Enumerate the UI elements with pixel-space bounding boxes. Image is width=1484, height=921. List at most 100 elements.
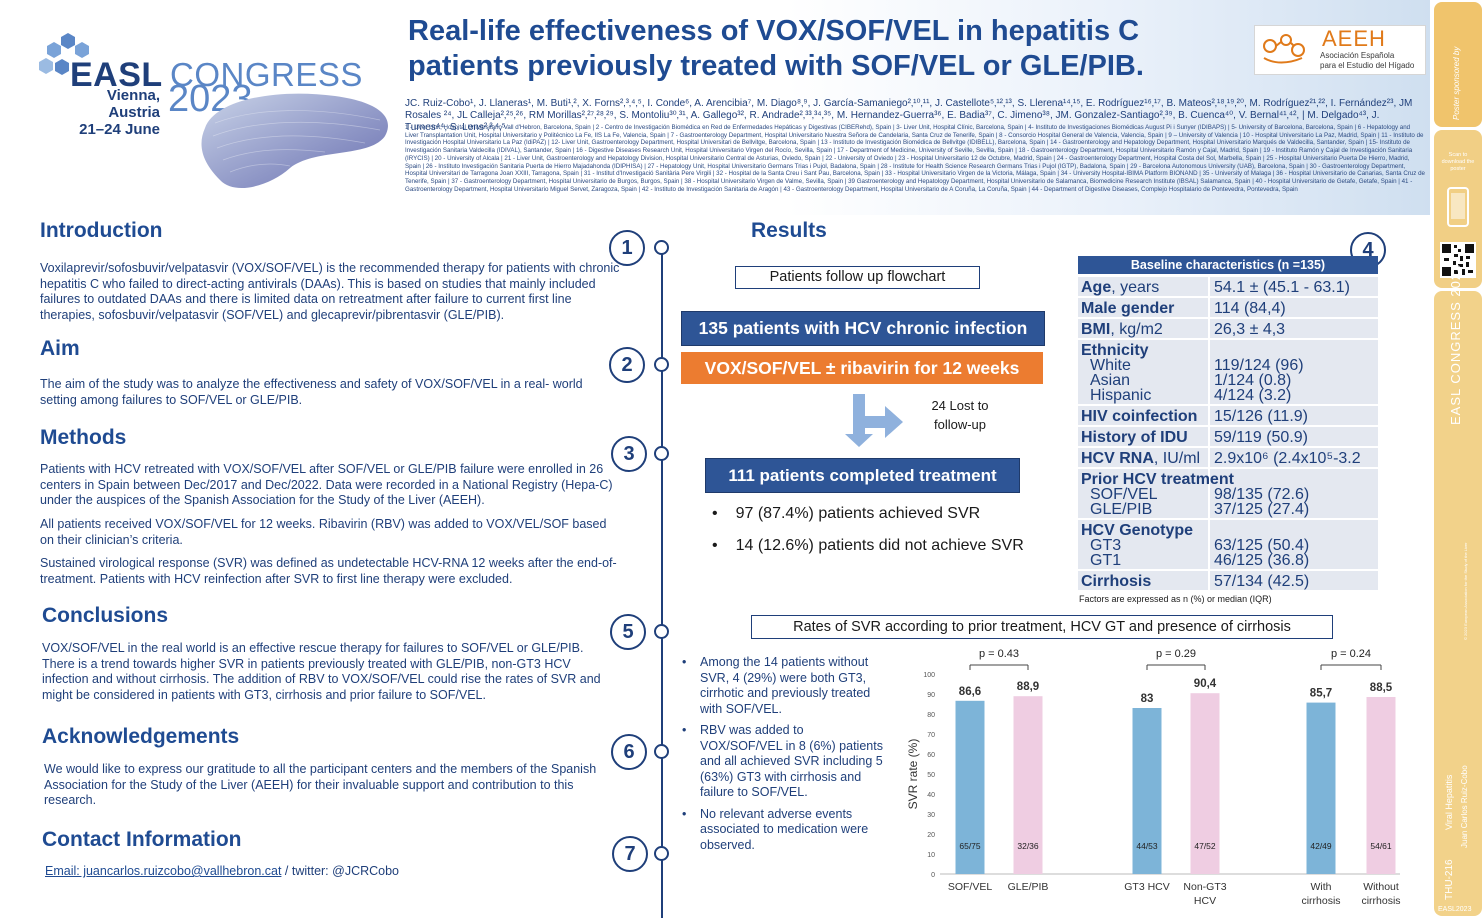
svr-finding-1: Among the 14 patients without SVR, 4 (29… <box>682 655 887 717</box>
congress-city: Vienna, Austria <box>106 87 160 121</box>
title-line-2: patients previously treated with SOF/VEL… <box>408 50 1144 82</box>
step-7-badge: 7 <box>612 836 648 872</box>
acknowledgements-text: We would like to express our gratitude t… <box>44 762 597 808</box>
acknowledgements-title: Acknowledgements <box>42 725 240 748</box>
bar <box>1366 697 1396 874</box>
step-2-badge: 2 <box>609 347 645 383</box>
baseline-row-separator <box>1208 520 1210 569</box>
baseline-row: HCV Genotype GT3 63/125 (50.4) GT1 46/125 (3… <box>1078 520 1378 569</box>
aim-title: Aim <box>40 337 80 360</box>
step-3-badge: 3 <box>611 436 647 472</box>
easl-brand: EASL <box>70 56 163 94</box>
baseline-row-value: 26,3 ± 4,3 <box>1214 321 1286 338</box>
baseline-row-value: 59/119 (50.9) <box>1214 429 1308 446</box>
y-tick-label: 30 <box>927 812 935 819</box>
poster-title: Real-life effectiveness of VOX/SOF/VEL i… <box>408 14 1248 84</box>
aim-text: The aim of the study was to analyze the … <box>40 377 583 407</box>
baseline-subrow-label: GT3 <box>1090 537 1122 554</box>
congress-dates: 21–24 June <box>79 121 160 138</box>
baseline-label-unit: , IU/ml <box>1153 450 1201 467</box>
methods-title: Methods <box>40 426 127 449</box>
chart-title: Rates of SVR according to prior treatmen… <box>751 615 1333 639</box>
baseline-row-label: Prior HCV treatment <box>1081 471 1234 489</box>
x-category-label: cirrhosis <box>1361 895 1400 907</box>
contact-twitter: / twitter: @JCRCobo <box>281 864 399 878</box>
flowchart-down-right-arrow <box>845 394 903 447</box>
baseline-row-label: Age, years <box>1081 279 1159 297</box>
copyright-text: © 2023 European Association for the Stud… <box>1463 542 1468 640</box>
baseline-row: Cirrhosis 57/134 (42.5) <box>1078 571 1378 590</box>
x-category-label: Non-GT3 <box>1183 881 1226 893</box>
congress-word: CONGRESS <box>170 56 363 93</box>
baseline-row-value: 57/134 (42.5) <box>1214 573 1310 590</box>
baseline-row-separator <box>1208 340 1210 404</box>
aeeh-name: AEEH <box>1322 26 1386 51</box>
p-value-label: p = 0.43 <box>979 648 1019 660</box>
contact-title: Contact Information <box>42 828 242 851</box>
conclusions-title: Conclusions <box>42 604 169 627</box>
bar <box>1132 708 1162 874</box>
baseline-subrow-value: 119/124 (96) <box>1214 357 1304 374</box>
y-tick-label: 90 <box>927 692 935 699</box>
svr-bar-chart: 0 10 20 30 40 50 60 70 80 90 100 SVR rate (%) 86,6 65… <box>906 648 1401 907</box>
baseline-subrow-value: 63/125 (50.4) <box>1214 537 1310 554</box>
x-category-label: Without <box>1363 881 1399 893</box>
flowchart-title: Patients follow up flowchart <box>735 266 980 289</box>
baseline-label-text: HCV Genotype <box>1081 522 1194 539</box>
baseline-row: Age, years 54.1 ± (45.1 - 63.1) <box>1078 277 1378 296</box>
aeeh-logo <box>1254 25 1426 75</box>
congress-location: Vienna, Austria 21–24 June <box>60 87 160 138</box>
bar-value-label: 88,9 <box>1017 681 1039 693</box>
baseline-row: HIV coinfection 15/126 (11.9) <box>1078 406 1378 425</box>
y-tick-label: 60 <box>927 752 935 759</box>
baseline-row-label: Male gender <box>1081 300 1174 318</box>
baseline-subrow-label: SOF/VEL <box>1090 486 1158 503</box>
baseline-row-separator <box>1208 319 1210 338</box>
baseline-label-text: Cirrhosis <box>1081 573 1152 590</box>
contact-info: Email: juancarlos.ruizcobo@vallhebron.ca… <box>45 864 399 880</box>
timeline-dot-7 <box>654 846 669 861</box>
timeline-dot-1 <box>654 240 669 255</box>
bar-value-label: 83 <box>1141 693 1154 705</box>
baseline-subrow-label: GLE/PIB <box>1090 501 1153 518</box>
bar-count-label: 47/52 <box>1194 841 1216 851</box>
aeeh-subtitle-line-2: para el Estudio del Hígado <box>1320 61 1415 70</box>
methods-paragraph-1: Patients with HCV retreated with VOX/SOF… <box>40 462 613 508</box>
bar-count-label: 44/53 <box>1136 841 1158 851</box>
baseline-label-text: Ethnicity <box>1081 342 1149 359</box>
bar-value-label: 86,6 <box>959 686 981 698</box>
y-tick-label: 70 <box>927 732 935 739</box>
bar <box>1013 696 1043 874</box>
x-category-label: cirrhosis <box>1301 895 1340 907</box>
baseline-row: Ethnicity White 119/124 (96) Asian 1/124 (0.… <box>1078 340 1378 404</box>
affiliations: 1 - Liver Unit, Hospital Universitario V… <box>405 124 1425 193</box>
baseline-row-separator <box>1208 406 1210 425</box>
baseline-row: BMI, kg/m2 26,3 ± 4,3 <box>1078 319 1378 338</box>
qr-code-icon[interactable] <box>1440 242 1476 278</box>
presenter-text: Juan Carlos Ruiz-Cobo <box>1460 765 1469 848</box>
step-5-badge: 5 <box>610 614 646 650</box>
baseline-subrow-value: 98/135 (72.6) <box>1214 486 1310 503</box>
poster-id: THU-216 <box>1444 859 1455 900</box>
baseline-row-separator <box>1208 448 1210 467</box>
baseline-row-value: 54.1 ± (45.1 - 63.1) <box>1214 279 1350 296</box>
congress-vertical-text: EASL CONGRESS 2023 <box>1448 263 1463 425</box>
liver-illustration <box>201 93 388 189</box>
svr-finding-3: No relevant adverse events associated to… <box>682 807 887 854</box>
step-6-badge: 6 <box>611 734 647 770</box>
methods-paragraph-3: Sustained virological response (SVR) was… <box>40 556 617 586</box>
bar-count-label: 42/49 <box>1310 841 1332 851</box>
x-category-label: With <box>1311 881 1332 893</box>
baseline-table-header: Baseline characteristics (n =135) <box>1078 256 1378 274</box>
results-title: Results <box>751 219 827 242</box>
bar <box>955 700 985 874</box>
aeeh-subtitle: Asociación Española para el Estudio del … <box>1320 51 1414 71</box>
x-category-label: SOF/VEL <box>948 881 993 893</box>
baseline-label-text: HIV coinfection <box>1081 408 1198 425</box>
baseline-row: Prior HCV treatment SOF/VEL 98/135 (72.6) G… <box>1078 469 1378 518</box>
y-tick-label: 80 <box>927 712 935 719</box>
conclusions-text: VOX/SOF/VEL in the real world is an effe… <box>42 641 601 702</box>
contact-email-link[interactable]: Email: juancarlos.ruizcobo@vallhebron.ca… <box>45 864 282 878</box>
sponsor-panel <box>1434 2 1482 127</box>
easl-logo-icon <box>39 33 89 75</box>
